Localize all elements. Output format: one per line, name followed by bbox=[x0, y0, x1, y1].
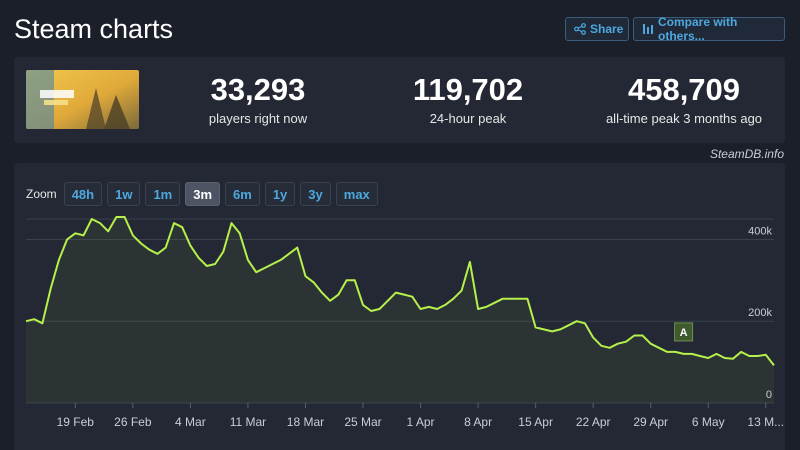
zoom-button-1y[interactable]: 1y bbox=[264, 182, 296, 206]
steamdb-credit[interactable]: SteamDB.info bbox=[709, 147, 784, 161]
compare-icon bbox=[642, 23, 654, 35]
current-players-label: players right now bbox=[208, 111, 308, 126]
zoom-button-1m[interactable]: 1m bbox=[145, 182, 181, 206]
x-tick-label: 29 Apr bbox=[633, 415, 668, 429]
x-tick-label: 18 Mar bbox=[287, 415, 324, 429]
chart-panel: Zoom 48h 1w 1m 3m 6m 1y 3y max 0 200k 400k 19 Feb 2… bbox=[14, 163, 785, 450]
x-tick-label: 25 Mar bbox=[344, 415, 381, 429]
all-time-peak-label: all-time peak 3 months ago bbox=[605, 111, 763, 126]
page-title: Steam charts bbox=[14, 14, 174, 44]
peak-24h-label: 24-hour peak bbox=[429, 111, 507, 126]
x-tick-label: 15 Apr bbox=[518, 415, 553, 429]
x-tick-label: 4 Mar bbox=[175, 415, 206, 429]
x-tick-label: 6 May bbox=[692, 415, 725, 429]
zoom-button-1w[interactable]: 1w bbox=[107, 182, 141, 206]
y-tick-label: 200k bbox=[748, 307, 772, 319]
game-thumbnail[interactable] bbox=[26, 70, 139, 129]
x-tick-label: 8 Apr bbox=[464, 415, 492, 429]
current-players-value: 33,293 bbox=[210, 72, 306, 107]
share-icon bbox=[574, 23, 586, 35]
compare-button[interactable]: Compare with others... bbox=[633, 15, 785, 43]
zoom-button-max[interactable]: max bbox=[335, 182, 378, 206]
player-count-chart[interactable]: 0 200k 400k 19 Feb 26 Feb 4 Mar 11 Mar 18 Mar 25… bbox=[14, 163, 785, 450]
all-time-peak-value: 458,709 bbox=[627, 72, 741, 107]
zoom-button-3m[interactable]: 3m bbox=[185, 182, 221, 206]
zoom-button-6m[interactable]: 6m bbox=[225, 182, 260, 206]
x-tick-label: 22 Apr bbox=[576, 415, 611, 429]
zoom-label: Zoom bbox=[26, 187, 57, 201]
x-tick-label: 13 M... bbox=[747, 415, 784, 429]
current-players-stat: 33,293 players right now bbox=[184, 72, 332, 127]
share-label: Share bbox=[590, 22, 624, 36]
annotation-marker[interactable]: A bbox=[674, 322, 694, 342]
all-time-peak-stat: 458,709 all-time peak 3 months ago bbox=[589, 72, 779, 127]
series-line[interactable] bbox=[25, 216, 775, 367]
series-area bbox=[26, 217, 774, 403]
zoom-controls: Zoom 48h 1w 1m 3m 6m 1y 3y max bbox=[26, 182, 378, 206]
compare-label: Compare with others... bbox=[658, 15, 738, 43]
y-tick-label: 0 bbox=[766, 389, 772, 401]
zoom-button-48h[interactable]: 48h bbox=[63, 182, 103, 206]
share-button[interactable]: Share bbox=[565, 17, 629, 41]
annotation-label: A bbox=[680, 327, 688, 339]
x-tick-label: 11 Mar bbox=[230, 415, 266, 429]
peak-24h-value: 119,702 bbox=[412, 72, 524, 107]
x-tick-label: 26 Feb bbox=[114, 415, 152, 429]
stats-panel: 33,293 players right now 119,702 24-hour… bbox=[14, 57, 785, 143]
peak-24h-stat: 119,702 24-hour peak bbox=[394, 72, 542, 127]
x-tick-label: 19 Feb bbox=[57, 415, 95, 429]
zoom-button-3y[interactable]: 3y bbox=[300, 182, 331, 206]
y-tick-label: 400k bbox=[748, 225, 772, 237]
x-tick-label: 1 Apr bbox=[407, 415, 435, 429]
